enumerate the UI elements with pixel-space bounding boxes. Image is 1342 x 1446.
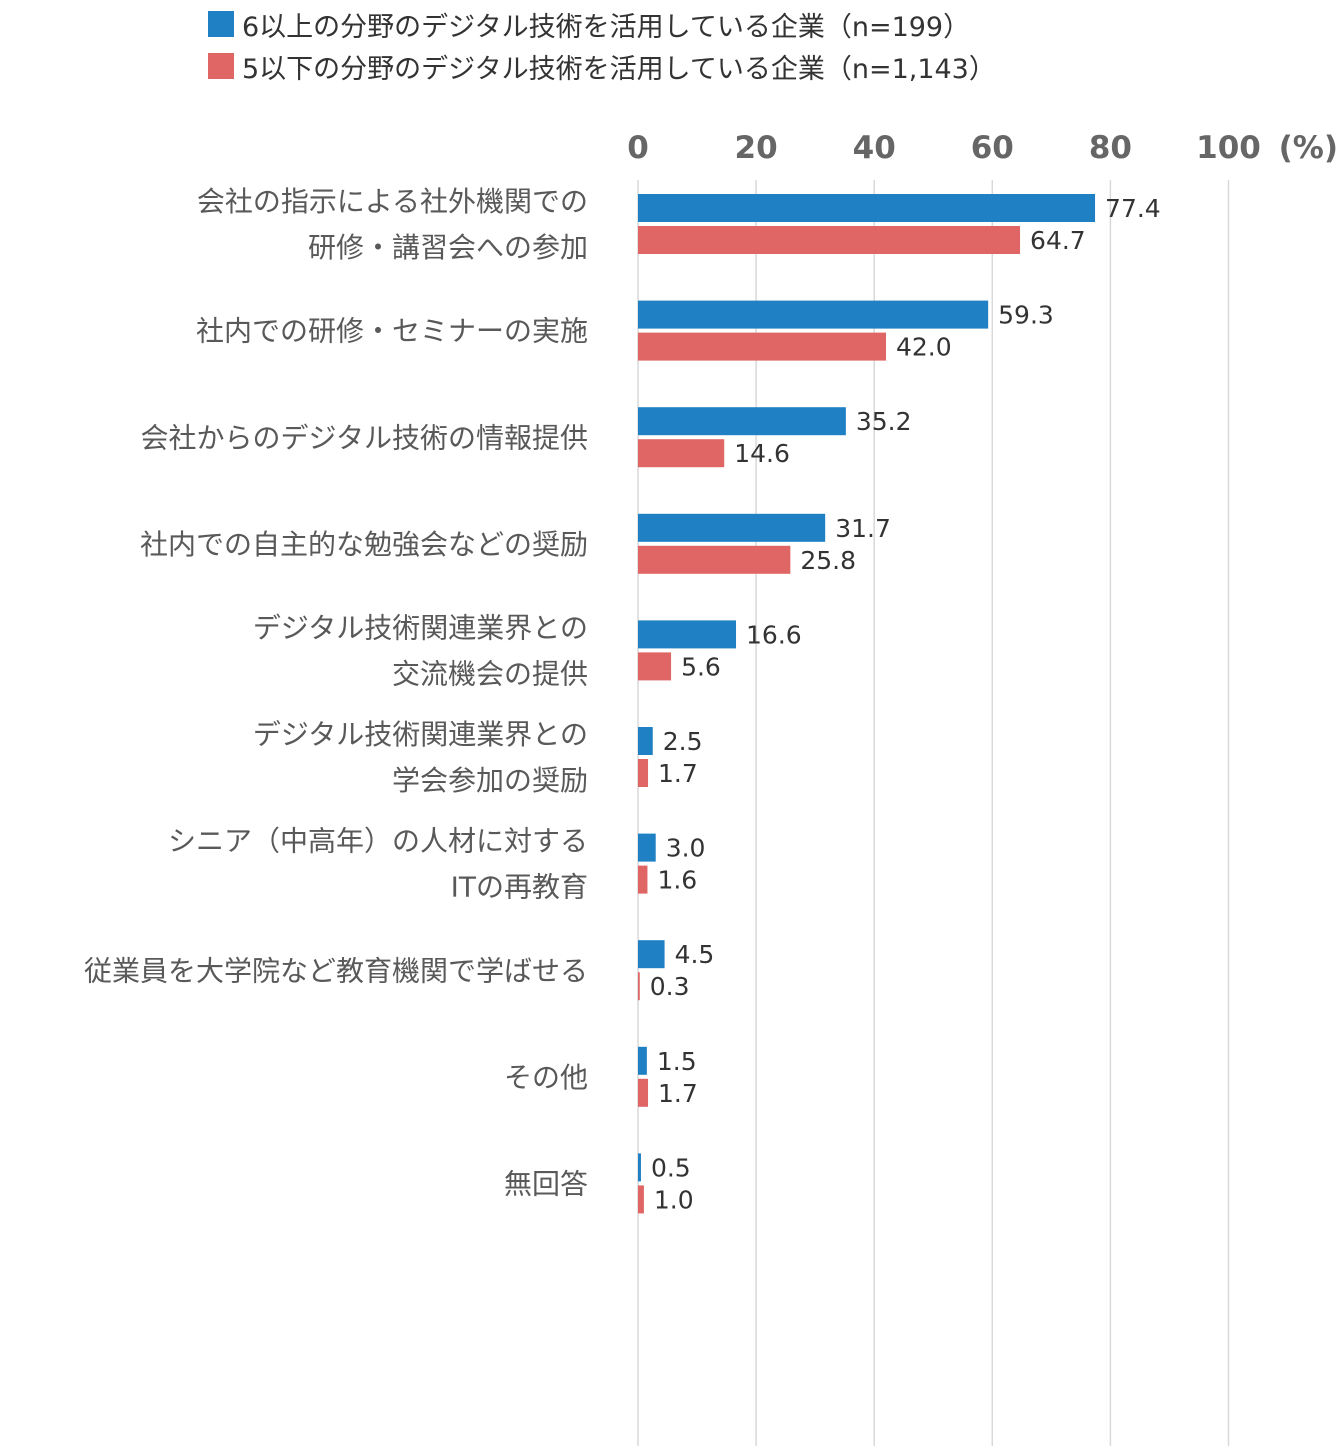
x-axis-unit-label: (%) xyxy=(1279,130,1338,166)
bar-series-2-9 xyxy=(638,1185,644,1214)
x-tick-label-3: 60 xyxy=(971,130,1014,166)
category-label-5-line-1: 学会参加の奨励 xyxy=(392,764,588,797)
category-label-3-line-0: 社内での自主的な勉強会などの奨励 xyxy=(140,528,588,561)
data-label-series-1-3: 31.7 xyxy=(835,514,891,543)
category-label-4-line-0: デジタル技術関連業界との xyxy=(253,611,588,644)
bar-series-2-0 xyxy=(638,226,1021,254)
data-label-series-1-9: 0.5 xyxy=(651,1153,691,1182)
legend-swatch-series-1 xyxy=(208,11,234,37)
category-label-5-line-0: デジタル技術関連業界との xyxy=(253,718,588,751)
category-label-1-line-0: 社内での研修・セミナーの実施 xyxy=(196,315,588,348)
bar-series-1-8 xyxy=(638,1046,647,1075)
data-label-series-1-1: 59.3 xyxy=(998,301,1054,330)
bar-series-2-7 xyxy=(638,972,640,1001)
data-label-series-2-3: 25.8 xyxy=(800,546,856,575)
data-label-series-1-6: 3.0 xyxy=(666,834,706,863)
data-label-series-1-8: 1.5 xyxy=(657,1047,697,1076)
legend-swatch-series-2 xyxy=(208,53,234,79)
bar-series-2-4 xyxy=(638,652,672,681)
data-label-series-2-6: 1.6 xyxy=(657,866,697,895)
category-label-7-line-0: 従業員を大学院など教育機関で学ばせる xyxy=(84,954,588,987)
bar-series-1-2 xyxy=(638,407,846,436)
category-label-8-line-0: その他 xyxy=(504,1061,588,1094)
category-label-2-line-0: 会社からのデジタル技術の情報提供 xyxy=(141,421,588,454)
bar-series-1-4 xyxy=(638,620,737,649)
category-label-4-line-1: 交流機会の提供 xyxy=(392,657,588,690)
bar-series-2-5 xyxy=(638,759,649,787)
data-label-series-2-5: 1.7 xyxy=(658,759,698,788)
legend-label-series-1: 6以上の分野のデジタル技術を活用している企業（n=199） xyxy=(242,11,971,43)
x-tick-label-1: 20 xyxy=(735,130,778,166)
data-label-series-1-5: 2.5 xyxy=(663,727,703,756)
data-label-series-2-7: 0.3 xyxy=(650,972,690,1001)
bar-series-2-6 xyxy=(638,865,648,894)
bar-series-1-9 xyxy=(638,1153,641,1182)
legend: 6以上の分野のデジタル技術を活用している企業（n=199） 5以下の分野のデジタ… xyxy=(208,0,1338,86)
category-label-9-line-0: 無回答 xyxy=(504,1167,588,1200)
data-label-series-2-1: 42.0 xyxy=(896,333,952,362)
bar-series-2-8 xyxy=(638,1078,649,1107)
bar-series-1-6 xyxy=(638,833,656,862)
bar-series-2-1 xyxy=(638,332,887,361)
data-label-series-1-4: 16.6 xyxy=(746,620,802,649)
bar-series-2-2 xyxy=(638,439,725,468)
data-label-series-2-4: 5.6 xyxy=(681,652,721,681)
data-label-series-1-0: 77.4 xyxy=(1105,194,1161,223)
data-label-series-1-7: 4.5 xyxy=(675,940,715,969)
x-tick-label-4: 80 xyxy=(1089,130,1132,166)
legend-label-series-2: 5以下の分野のデジタル技術を活用している企業（n=1,143） xyxy=(242,53,996,85)
x-tick-label-2: 40 xyxy=(853,130,896,166)
data-label-series-2-9: 1.0 xyxy=(654,1185,694,1214)
data-label-series-1-2: 35.2 xyxy=(856,407,912,436)
category-label-6-line-0: シニア（中高年）の人材に対する xyxy=(168,825,588,858)
legend-item-series-1: 6以上の分野のデジタル技術を活用している企業（n=199） xyxy=(208,4,1338,44)
bar-series-2-3 xyxy=(638,545,791,574)
bar-series-1-7 xyxy=(638,940,665,969)
bar-series-1-3 xyxy=(638,513,826,542)
data-label-series-2-0: 64.7 xyxy=(1030,226,1086,255)
bar-series-1-1 xyxy=(638,300,989,329)
x-tick-label-0: 0 xyxy=(627,130,649,166)
bar-series-1-5 xyxy=(638,727,653,755)
category-label-6-line-1: ITの再教育 xyxy=(451,871,588,904)
data-label-series-2-2: 14.6 xyxy=(734,439,790,468)
category-label-0-line-0: 会社の指示による社外機関での xyxy=(197,185,588,218)
data-label-series-2-8: 1.7 xyxy=(658,1079,698,1108)
legend-item-series-2: 5以下の分野のデジタル技術を活用している企業（n=1,143） xyxy=(208,46,1338,86)
x-tick-label-5: 100 xyxy=(1196,130,1261,166)
category-label-0-line-1: 研修・講習会への参加 xyxy=(308,231,588,264)
bar-series-1-0 xyxy=(638,194,1096,222)
